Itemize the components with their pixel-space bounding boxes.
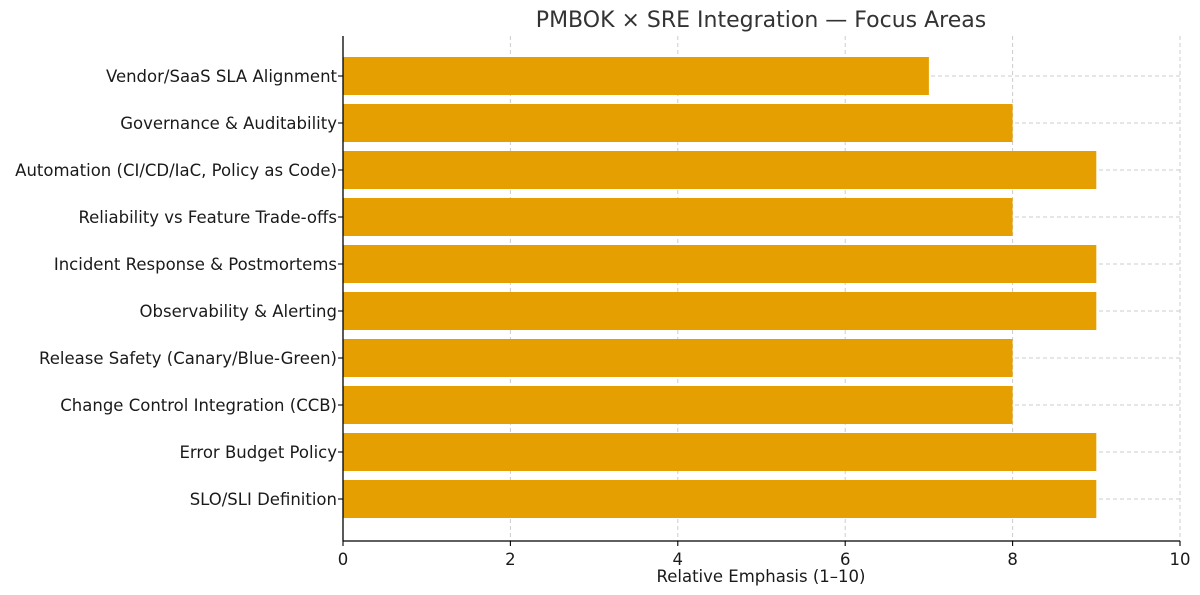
bar (343, 433, 1097, 471)
bar (343, 245, 1097, 283)
bar (343, 339, 1013, 377)
bar (343, 480, 1097, 518)
y-tick-label: Governance & Auditability (120, 114, 337, 133)
x-tick-labels: 0 2 4 6 8 10 (338, 541, 1191, 569)
y-tick-label: Release Safety (Canary/Blue-Green) (39, 349, 337, 368)
y-tick-label: Error Budget Policy (179, 443, 337, 462)
y-tick-label: Vendor/SaaS SLA Alignment (106, 67, 338, 86)
x-axis-label: Relative Emphasis (1–10) (657, 567, 866, 586)
bar (343, 386, 1013, 424)
x-tick-label: 0 (338, 550, 349, 569)
bars (343, 57, 1097, 518)
bar (343, 198, 1013, 236)
x-tick-label: 8 (1007, 550, 1018, 569)
bar (343, 57, 929, 95)
y-tick-label: Automation (CI/CD/IaC, Policy as Code) (15, 161, 337, 180)
y-tick-label: Reliability vs Feature Trade-offs (78, 208, 337, 227)
bar (343, 104, 1013, 142)
x-tick-label: 10 (1170, 550, 1191, 569)
bar (343, 292, 1097, 330)
x-tick-label: 4 (673, 550, 684, 569)
x-tick-label: 6 (840, 550, 851, 569)
axes (342, 36, 1180, 542)
y-tick-label: Observability & Alerting (140, 302, 337, 321)
y-tick-label: Change Control Integration (CCB) (60, 396, 337, 415)
chart-title: PMBOK × SRE Integration — Focus Areas (536, 8, 986, 33)
y-tick-label: SLO/SLI Definition (190, 490, 337, 509)
y-tick-labels: SLO/SLI Definition Error Budget Policy Cha… (15, 67, 343, 509)
x-tick-label: 2 (505, 550, 516, 569)
bar (343, 151, 1097, 189)
y-tick-label: Incident Response & Postmortems (54, 255, 337, 274)
